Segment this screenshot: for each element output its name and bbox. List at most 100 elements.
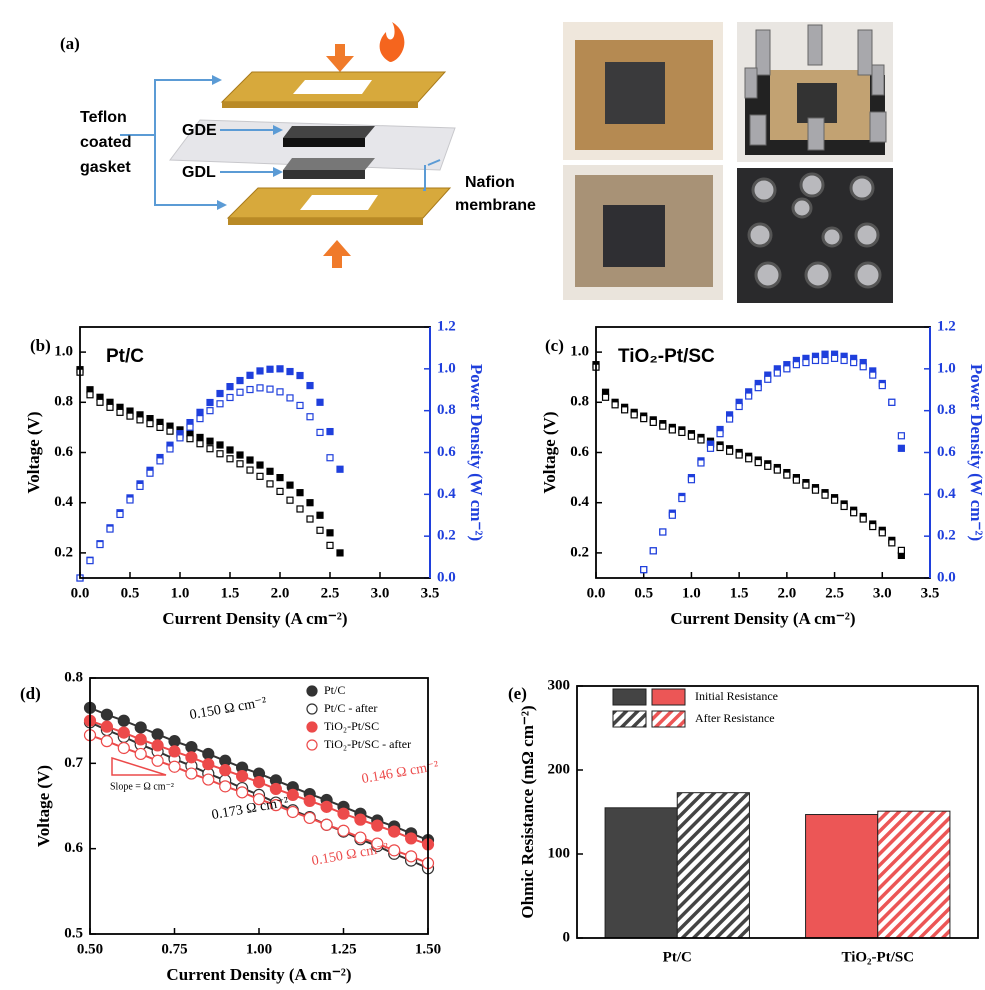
gasket-edge [222, 102, 418, 108]
point [197, 416, 203, 422]
gdl-top [283, 158, 375, 170]
point [765, 376, 771, 382]
point [317, 399, 323, 405]
point [101, 736, 112, 747]
point [307, 516, 313, 522]
x-tick-label: 2.5 [825, 585, 844, 601]
x-tick-label: 3.5 [421, 585, 440, 601]
y-tick-label: 0.8 [570, 394, 589, 410]
legend-label: Initial Resistance [695, 689, 778, 703]
point [641, 416, 647, 422]
y2-tick-label: 0.2 [437, 528, 456, 544]
point [812, 357, 818, 363]
point [127, 413, 133, 419]
gde-label: GDE [182, 122, 217, 139]
point [186, 752, 197, 763]
y-tick-label: 0.4 [54, 494, 73, 510]
bar [605, 808, 677, 938]
bar [878, 811, 950, 938]
point [247, 387, 253, 393]
legend-label: Pt/C [324, 683, 345, 697]
annotation: Slope = Ω cm⁻² [110, 781, 174, 792]
point [327, 530, 333, 536]
legend-marker [307, 722, 317, 732]
point [679, 429, 685, 435]
y-tick-label: 0.6 [54, 444, 73, 460]
legend-label: TiO₂-Pt/SC [324, 719, 379, 733]
arrow-down [326, 44, 354, 72]
point [297, 490, 303, 496]
point [297, 506, 303, 512]
y-axis-label: Voltage (V) [24, 412, 43, 494]
point [152, 729, 163, 740]
x-tick-label: 3.0 [371, 585, 390, 601]
gasket-label: Teflon [80, 109, 127, 126]
point [127, 497, 133, 503]
point [317, 527, 323, 533]
gasket-window [293, 80, 372, 94]
point [152, 740, 163, 751]
point [97, 542, 103, 548]
point [870, 524, 876, 530]
gdl-side [283, 170, 365, 179]
legend-swatch [613, 689, 646, 705]
figure: (a) Teflon coated gasket GDE GDL Nafion … [0, 0, 985, 990]
point [327, 542, 333, 548]
point [237, 787, 248, 798]
point [107, 526, 113, 532]
point [287, 482, 293, 488]
electrode-photo [797, 83, 837, 123]
point [254, 777, 265, 788]
point [203, 759, 214, 770]
y2-axis-label: Power Density (W cm⁻²) [967, 364, 985, 541]
point [118, 742, 129, 753]
point [247, 372, 253, 378]
point [169, 746, 180, 757]
point [307, 500, 313, 506]
point [860, 516, 866, 522]
point [147, 421, 153, 427]
point [167, 428, 173, 434]
point [237, 389, 243, 395]
point [727, 416, 733, 422]
point [650, 548, 656, 554]
x-tick-label: 1.00 [246, 941, 272, 957]
point [841, 503, 847, 509]
point [603, 394, 609, 400]
point [147, 470, 153, 476]
y2-tick-label: 0.4 [437, 486, 456, 502]
point [660, 529, 666, 535]
panel-label: (c) [545, 336, 564, 355]
point [338, 808, 349, 819]
x-tick-label: 1.0 [171, 585, 190, 601]
assembly-diagram: (a) Teflon coated gasket GDE GDL Nafion … [60, 22, 536, 268]
point [135, 748, 146, 759]
point [227, 384, 233, 390]
y-tick-label: 0.5 [64, 925, 83, 941]
point [406, 833, 417, 844]
point [227, 394, 233, 400]
point [107, 404, 113, 410]
point [177, 435, 183, 441]
gdl-label: GDL [182, 164, 216, 181]
point [118, 715, 129, 726]
point [257, 473, 263, 479]
x-axis-label: Current Density (A cm⁻²) [670, 609, 855, 628]
x-tick-label: 1.5 [730, 585, 749, 601]
point [851, 510, 857, 516]
point [247, 457, 253, 463]
point [186, 768, 197, 779]
point [860, 364, 866, 370]
point [307, 383, 313, 389]
point [406, 851, 417, 862]
point [287, 497, 293, 503]
point [832, 497, 838, 503]
point [803, 482, 809, 488]
x-tick-label: 1.5 [221, 585, 240, 601]
point [237, 452, 243, 458]
y-tick-label: 0.4 [570, 494, 589, 510]
x-tick-label: 2.5 [321, 585, 340, 601]
y-tick-label: 0 [563, 929, 571, 945]
point [631, 412, 637, 418]
point [157, 424, 163, 430]
